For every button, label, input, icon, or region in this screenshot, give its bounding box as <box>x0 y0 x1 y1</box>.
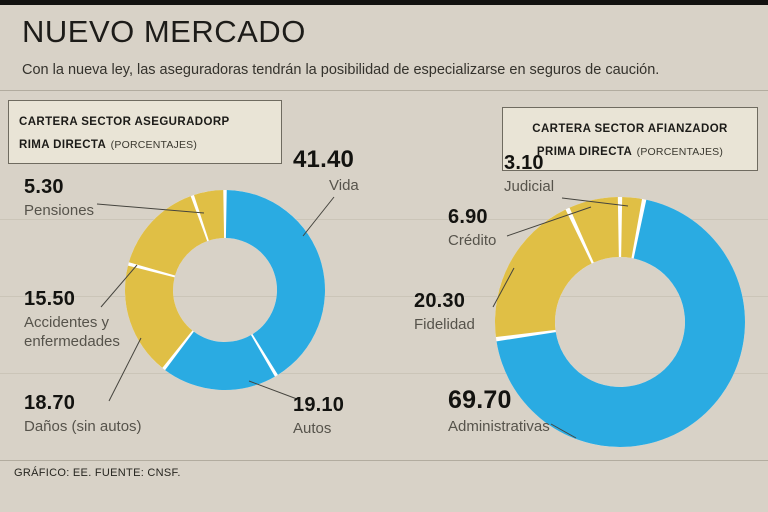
label-administrativas: 69.70 Administrativas <box>448 386 550 437</box>
donut-slice-credito <box>569 197 619 263</box>
value-credito: 6.90 <box>448 206 488 228</box>
page-title: NUEVO MERCADO <box>22 14 306 49</box>
category-danos: Daños (sin autos) <box>24 418 142 435</box>
chart-header-line2: RIMA DIRECTA <box>19 139 107 152</box>
value-danos: 18.70 <box>24 392 76 414</box>
chart-header-units: (PORCENTAJES) <box>636 146 724 159</box>
top-black-bar <box>0 0 768 5</box>
value-judicial: 3.10 <box>504 152 544 174</box>
page-subtitle: Con la nueva ley, las aseguradoras tendr… <box>22 62 660 78</box>
category-judicial: Judicial <box>504 178 555 195</box>
label-fidelidad: 20.30 Fidelidad <box>414 290 475 335</box>
value-autos: 19.10 <box>293 394 345 416</box>
chart-header-line1: CARTERA SECTOR AFIANZADOR <box>532 123 728 135</box>
label-pensiones: 5.30 Pensiones <box>24 176 94 221</box>
callout-line-pensiones <box>96 203 205 214</box>
category-administrativas: Administrativas <box>448 418 550 435</box>
value-accidentes: 15.50 <box>24 288 76 310</box>
label-vida: 41.40 Vida <box>293 146 359 196</box>
category-autos: Autos <box>293 420 332 437</box>
callout-line-judicial <box>561 197 629 207</box>
grid-line <box>0 296 768 297</box>
callout-line-fidelidad <box>492 267 515 308</box>
donut-slice-fidelidad <box>495 209 592 338</box>
donut-slice-danos-sin-autos <box>124 265 193 368</box>
callout-line-danos <box>108 337 142 402</box>
donut-slice-accidentes-y-enfermedades <box>128 196 208 276</box>
label-accidentes: 15.50 Accidentes y enfermedades <box>24 288 132 352</box>
callout-line-credito <box>506 206 592 237</box>
value-pensiones: 5.30 <box>24 176 64 198</box>
donut-chart-afianzador <box>495 197 746 447</box>
value-fidelidad: 20.30 <box>414 290 466 312</box>
callout-line-vida <box>302 196 335 237</box>
category-pensiones: Pensiones <box>24 202 95 219</box>
chart-header-afianzador: CARTERA SECTOR AFIANZADOR PRIMA DIRECTA … <box>502 107 758 172</box>
callout-line-autos <box>248 380 298 400</box>
donut-chart-asegurador <box>124 190 325 390</box>
chart-header-units: (PORCENTAJES) <box>110 139 198 152</box>
chart-header-asegurador: CARTERA SECTOR ASEGURADORP RIMA DIRECTA … <box>8 100 282 165</box>
chart-header-line1: CARTERA SECTOR ASEGURADORP <box>19 116 230 128</box>
value-administrativas: 69.70 <box>448 386 512 414</box>
label-autos: 19.10 Autos <box>293 394 344 439</box>
donut-slice-administrativas <box>496 199 746 447</box>
callout-lines <box>96 196 629 439</box>
source-credit: GRÁFICO: EE. FUENTE: CNSF. <box>14 467 181 479</box>
label-danos: 18.70 Daños (sin autos) <box>24 392 142 437</box>
category-credito: Crédito <box>448 232 497 249</box>
chart-header-line2: PRIMA DIRECTA <box>536 146 633 159</box>
callout-line-accidentes <box>100 264 138 308</box>
grid-line <box>0 219 768 220</box>
donut-slice-pensiones <box>193 190 225 241</box>
donut-slice-judicial <box>621 197 643 259</box>
grid-line <box>0 373 768 374</box>
label-judicial: 3.10 Judicial <box>504 152 554 197</box>
callout-line-administrativas <box>550 423 577 439</box>
donut-slice-vida <box>225 190 325 375</box>
value-vida: 41.40 <box>293 146 355 173</box>
category-fidelidad: Fidelidad <box>414 316 475 333</box>
label-credito: 6.90 Crédito <box>448 206 496 251</box>
divider-line <box>0 460 768 461</box>
donut-slice-autos <box>165 331 275 390</box>
divider-line <box>0 90 768 91</box>
category-vida: Vida <box>329 177 359 194</box>
category-accidentes: Accidentes y enfermedades <box>24 314 120 350</box>
